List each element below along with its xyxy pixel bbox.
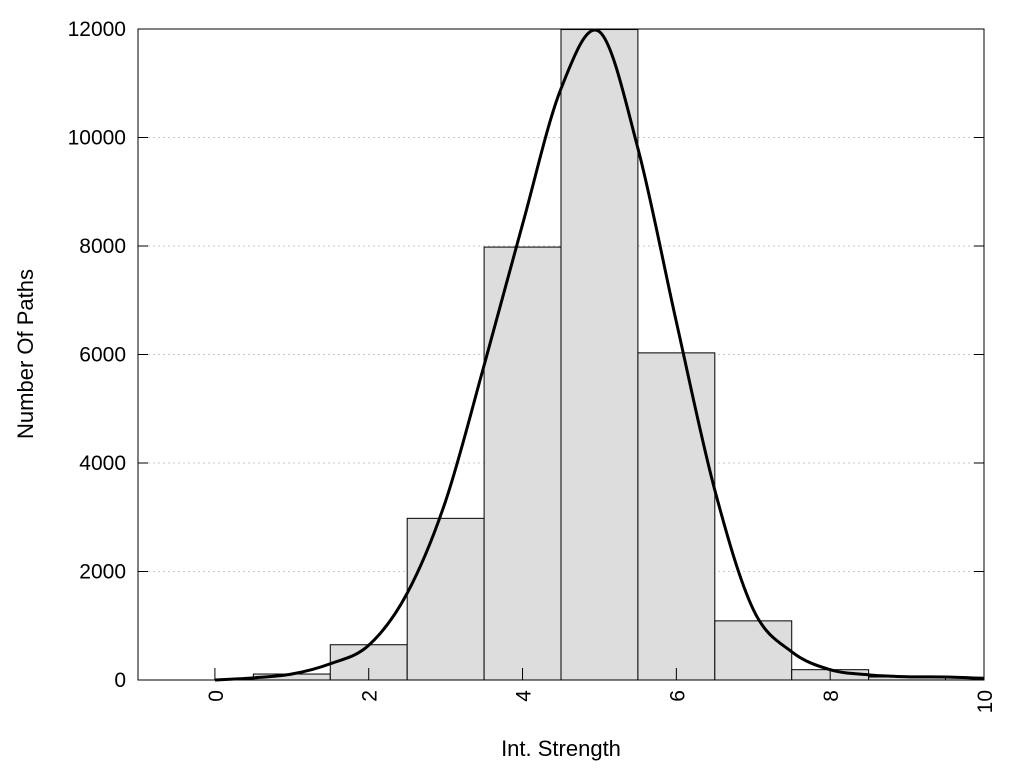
y-tick-label: 0 — [114, 669, 126, 692]
x-tick-label: 10 — [974, 690, 997, 713]
x-tick-label: 4 — [513, 690, 536, 702]
x-tick-label: 8 — [820, 690, 843, 702]
y-axis-title: Number Of Paths — [13, 269, 38, 439]
x-tick-label: 2 — [359, 690, 382, 702]
y-tick-label: 10000 — [68, 127, 126, 150]
histogram-bar — [560, 29, 639, 681]
x-tick-label: 6 — [666, 690, 689, 702]
histogram-bar — [714, 620, 793, 681]
y-tick-label: 6000 — [79, 344, 126, 367]
y-tick-label: 12000 — [68, 18, 126, 41]
y-tick-label: 2000 — [79, 561, 126, 584]
grid-lines — [138, 137, 984, 572]
y-tick-label: 4000 — [79, 452, 126, 475]
x-tick-label: 0 — [205, 690, 228, 702]
y-axis-ticks: 0 2000 4000 6000 8000 10000 12000 — [68, 18, 984, 692]
histogram-bar — [483, 246, 562, 681]
histogram-bar — [637, 352, 716, 681]
x-axis-ticks: 0 2 4 6 8 10 — [205, 668, 997, 713]
x-axis-title: Int. Strength — [501, 736, 621, 761]
histogram-bar — [406, 517, 485, 681]
y-tick-label: 8000 — [79, 235, 126, 258]
